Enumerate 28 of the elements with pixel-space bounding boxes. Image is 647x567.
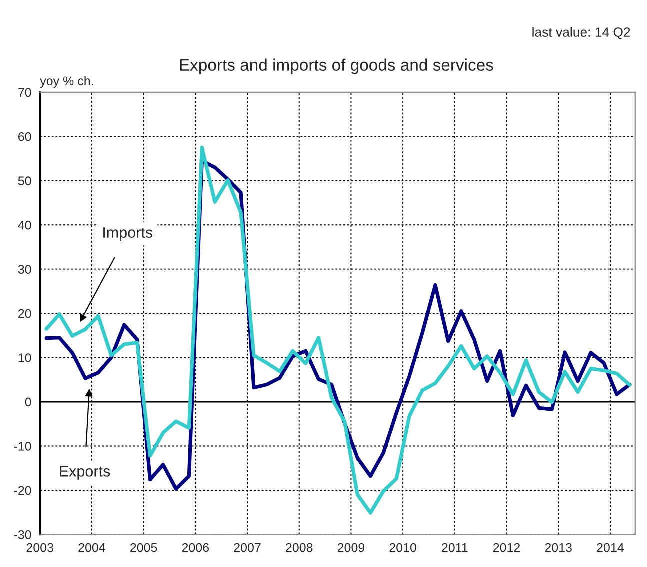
x-tick-label: 2009 [338,543,365,552]
x-tick-label: 2006 [182,543,210,552]
y-tick-label: 20 [18,309,32,318]
y-tick-label: -10 [14,442,32,451]
x-tick-label: 2014 [597,543,624,552]
y-tick-label: 40 [18,220,32,230]
y-tick-label: 30 [18,265,32,274]
y-tick-label: -30 [14,530,32,540]
y-tick-label: 50 [18,176,32,186]
x-tick-label: 2013 [545,543,572,552]
x-tick-label: 2003 [26,543,54,552]
x-tick-label: 2005 [130,543,158,552]
y-tick-label: -20 [14,486,32,496]
y-tick-label: 10 [18,354,32,362]
x-tick-label: 2004 [78,543,106,552]
y-axis-title: yoy % ch. [40,76,94,88]
chart-title: Exports and imports of goods and services [180,58,494,74]
x-tick-label: 2007 [234,543,261,552]
x-tick-label: 2012 [493,543,520,552]
annotation: Imports [104,227,153,242]
annotation: Exports [60,466,110,480]
y-tick-label: 70 [18,88,32,98]
x-tick-label: 2010 [390,543,416,552]
y-tick-label: 0 [25,398,32,407]
x-tick-label: 2008 [286,543,313,552]
chart-subtitle: last value: 14 Q2 [532,27,630,40]
y-tick-label: 60 [18,132,32,142]
x-tick-label: 2011 [442,543,468,552]
